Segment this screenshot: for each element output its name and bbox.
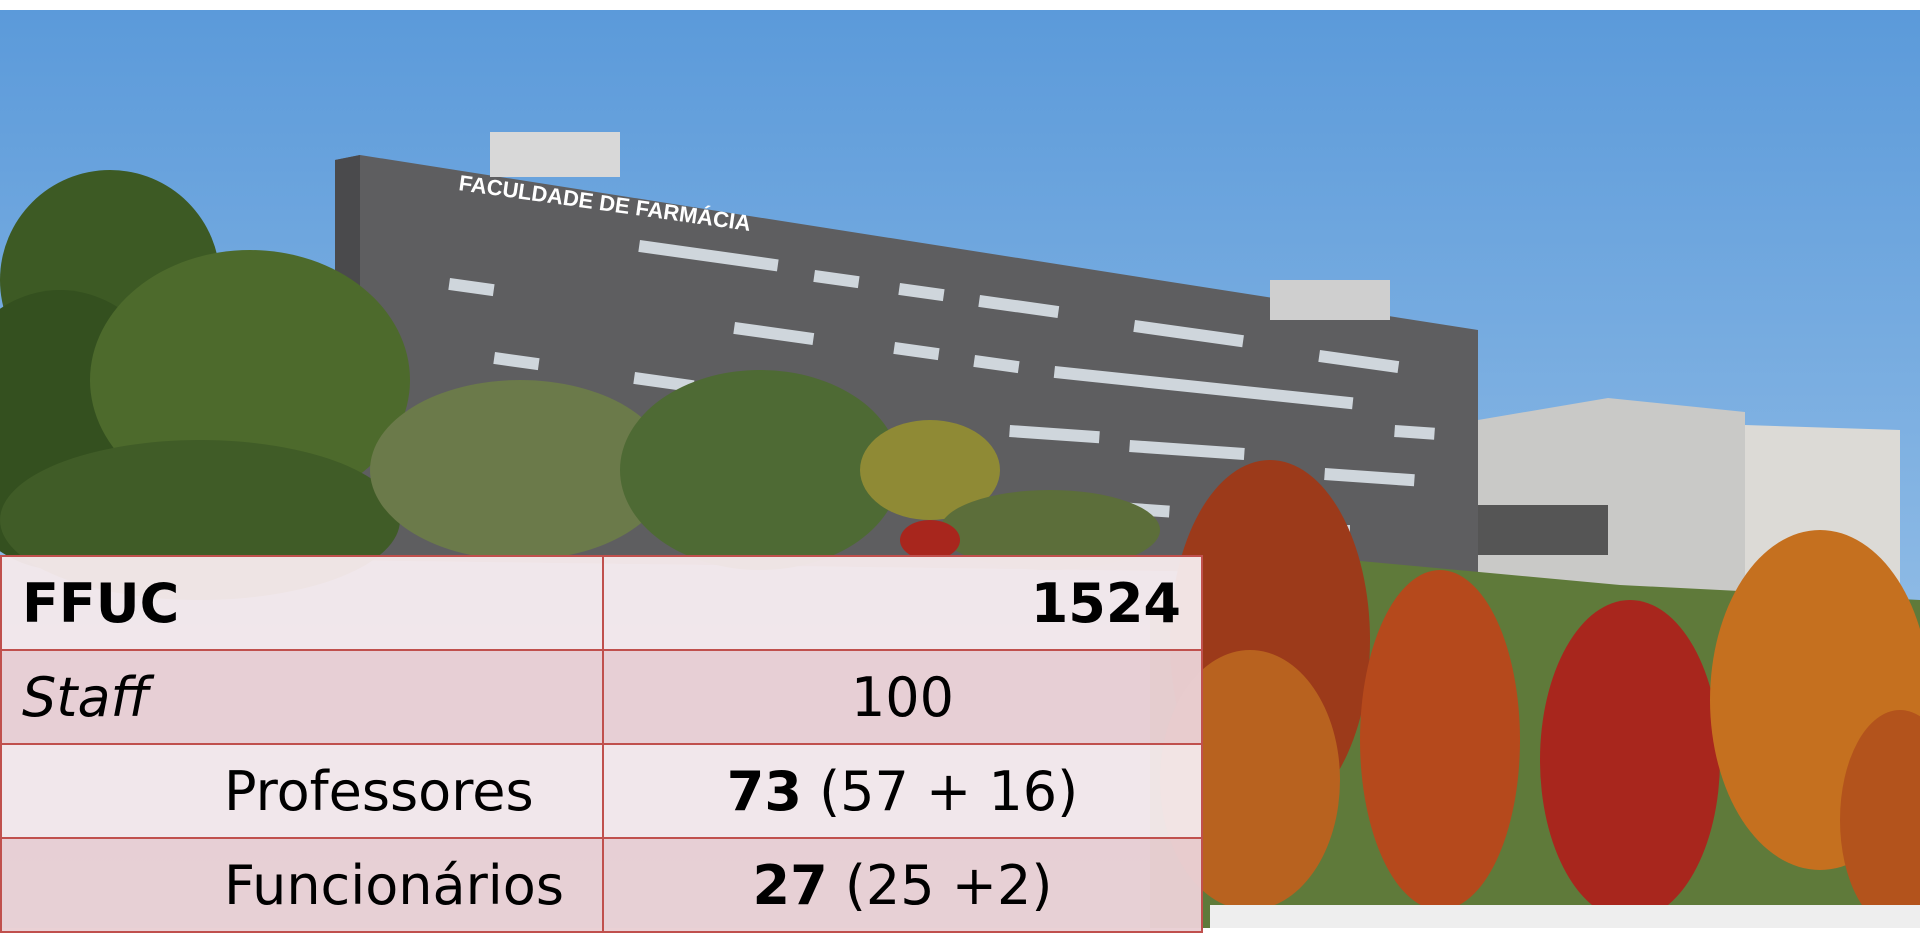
table-row: Professores 73 (57 + 16) [1, 744, 1202, 838]
cell: 27 (25 +2) [603, 838, 1202, 932]
page: {"photo": {"sign": "FACULDADE DE FARMÁCI… [0, 0, 1920, 928]
building-shadow [1478, 505, 1608, 555]
table-row: Funcionários 27 (25 +2) [1, 838, 1202, 932]
cell: Professores [1, 744, 603, 838]
fence [1210, 905, 1920, 928]
cell: FFUC [1, 556, 603, 650]
cell: Funcionários [1, 838, 603, 932]
cell-text: (25 +2) [845, 854, 1053, 917]
cell-bold: 73 [727, 760, 802, 823]
roof-unit [490, 132, 620, 177]
cell-text: (57 + 16) [819, 760, 1078, 823]
top-strip [0, 0, 1920, 10]
table-row: Staff 100 [1, 650, 1202, 744]
cell: 100 [603, 650, 1202, 744]
cell-bold: 27 [753, 854, 828, 917]
cell: 73 (57 + 16) [603, 744, 1202, 838]
stats-table: FFUC 1524 Staff 100 Professores 73 (57 +… [0, 555, 1203, 933]
roof-unit [1270, 280, 1390, 320]
cell: 1524 [603, 556, 1202, 650]
cell: Staff [1, 650, 603, 744]
table-row: FFUC 1524 [1, 556, 1202, 650]
